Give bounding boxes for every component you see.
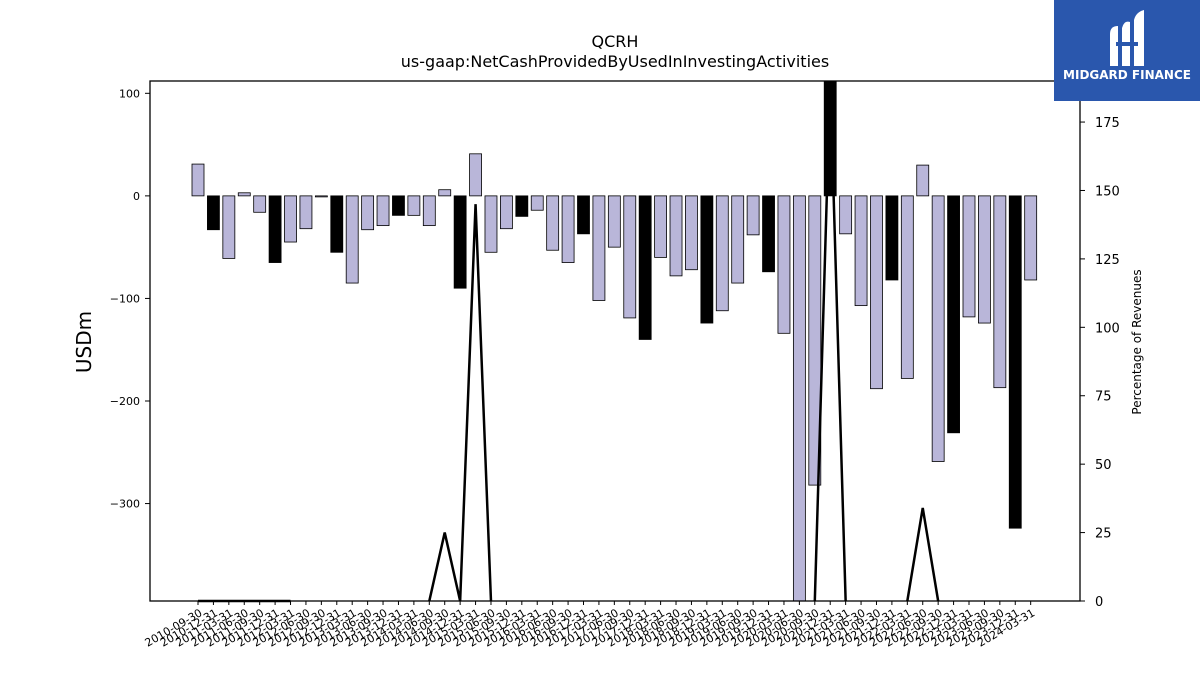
bar-2017-12-31 — [638, 195, 652, 340]
bar-2013-12-31 — [392, 195, 405, 216]
bar-2018-12-31 — [700, 195, 714, 324]
right-tick-label: 50 — [1095, 458, 1112, 473]
bar-2022-03-31 — [900, 195, 914, 379]
bar-2022-12-31 — [947, 195, 960, 434]
bar-2020-06-30 — [792, 195, 806, 602]
bar-2013-06-30 — [361, 195, 375, 231]
bar-2020-09-30 — [808, 195, 822, 486]
bar-2021-12-31 — [885, 195, 899, 281]
bar-2014-06-30 — [422, 195, 436, 227]
bar-2011-03-31 — [222, 195, 236, 259]
bar-2016-09-30 — [561, 195, 575, 263]
bar-2019-09-30 — [746, 195, 760, 236]
left-tick-label: −100 — [110, 292, 140, 305]
left-axis-ticks: 100 0 −100 −200 −300 — [110, 87, 150, 511]
bar-2018-06-30 — [669, 195, 683, 277]
right-axis-ticks: 0 25 50 75 100 125 150 175 — [1080, 116, 1120, 610]
bar-2012-03-31 — [284, 195, 297, 243]
bar-2018-03-31 — [654, 195, 667, 258]
bar-2014-03-31 — [407, 195, 421, 216]
bar-2023-03-31 — [962, 195, 976, 318]
right-tick-label: 100 — [1095, 321, 1120, 336]
bar-2016-03-31 — [530, 195, 544, 211]
bar-2013-09-30 — [376, 195, 390, 227]
chart-title: QCRH — [591, 32, 639, 51]
bar-2017-03-31 — [592, 195, 606, 301]
bar-2019-06-30 — [731, 195, 745, 284]
left-tick-label: −200 — [110, 395, 140, 408]
left-tick-label: −300 — [110, 498, 140, 511]
bar-2011-12-31 — [268, 195, 282, 263]
bars-group — [191, 80, 1038, 602]
bar-2022-06-30 — [916, 164, 930, 197]
logo-text: MIDGARD FINANCE — [1063, 68, 1191, 82]
bar-2024-03-31 — [1024, 195, 1038, 281]
bar-2019-03-31 — [715, 195, 729, 312]
bar-2015-06-30 — [484, 195, 498, 253]
bar-2023-09-30 — [993, 195, 1007, 389]
bar-2021-06-30 — [854, 195, 868, 307]
bar-2012-12-31 — [330, 195, 344, 253]
bar-2021-03-31 — [839, 195, 853, 235]
x-axis-ticks: 2010-09-302010-12-312011-03-312011-06-30… — [143, 601, 1037, 650]
bar-2012-09-30 — [314, 195, 328, 198]
chart-subtitle: us-gaap:NetCashProvidedByUsedInInvesting… — [400, 52, 830, 71]
right-tick-label: 125 — [1095, 253, 1120, 268]
bar-2010-09-30 — [191, 163, 205, 197]
right-tick-label: 150 — [1095, 184, 1120, 199]
bar-2017-06-30 — [607, 195, 621, 248]
bar-2015-12-31 — [515, 195, 529, 217]
bar-2010-12-31 — [207, 195, 220, 231]
bar-2016-06-30 — [546, 195, 560, 251]
midgard-finance-logo: MIDGARD FINANCE — [1054, 0, 1200, 101]
logo-mark-icon — [1110, 10, 1144, 66]
left-tick-label: 100 — [119, 87, 140, 100]
bar-2021-09-30 — [870, 195, 883, 390]
right-tick-label: 175 — [1095, 116, 1120, 131]
left-tick-label: 0 — [133, 190, 140, 203]
plot-frame — [149, 80, 1081, 602]
bar-2023-12-31 — [1008, 195, 1022, 529]
bar-2014-09-30 — [438, 189, 452, 197]
bar-2020-03-31 — [777, 195, 791, 334]
bar-2011-06-30 — [237, 192, 251, 197]
bar-2011-09-30 — [253, 195, 267, 213]
bar-2014-12-31 — [453, 195, 467, 289]
bar-2017-09-30 — [623, 195, 637, 319]
bar-2023-06-30 — [978, 195, 991, 324]
bar-2018-09-30 — [685, 195, 698, 271]
right-tick-label: 75 — [1095, 390, 1112, 405]
bar-2012-06-30 — [299, 195, 313, 230]
bar-2016-12-31 — [577, 195, 590, 235]
bar-2019-12-31 — [762, 195, 775, 273]
right-tick-label: 25 — [1095, 527, 1112, 542]
y-axis-label: USDm — [72, 310, 96, 374]
line-group — [198, 80, 940, 603]
right-tick-label: 0 — [1095, 595, 1103, 610]
bar-2015-09-30 — [499, 195, 513, 230]
bar-2022-09-30 — [931, 195, 945, 462]
revenue-pct-line — [906, 507, 940, 602]
bar-2013-03-31 — [345, 195, 359, 284]
bar-2015-03-31 — [469, 153, 482, 197]
y2-axis-label: Percentage of Revenues — [1130, 269, 1144, 415]
